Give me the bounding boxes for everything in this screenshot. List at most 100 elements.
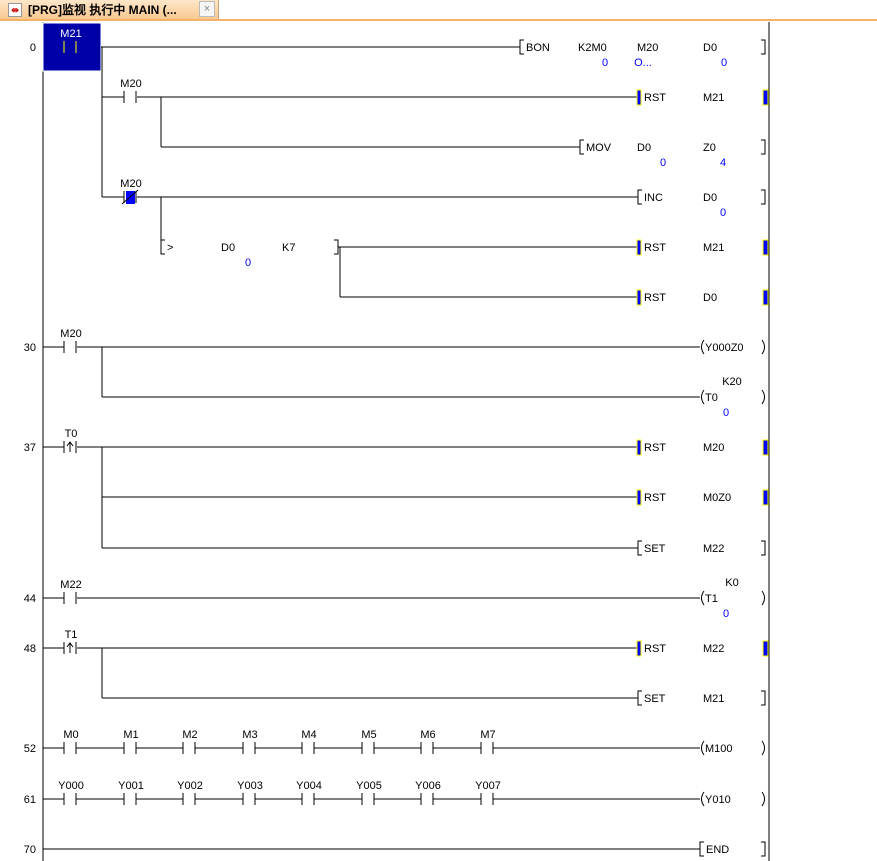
instruction-operand: M21 <box>703 242 724 254</box>
instruction-active-marker <box>636 89 642 106</box>
coil-label: Y010 <box>705 794 731 806</box>
coil-t1[interactable]: T1 K0 0 <box>701 577 765 620</box>
contact-m7[interactable]: M7 <box>480 729 496 754</box>
contact-label: T0 <box>65 428 78 440</box>
instruction-operand: M21 <box>703 693 724 705</box>
instruction-mov[interactable]: MOV D0 Z0 0 4 <box>579 139 766 169</box>
compare-instruction[interactable]: > D0 K7 0 <box>160 239 339 269</box>
contact-y004[interactable]: Y004 <box>296 780 322 805</box>
contact-y002[interactable]: Y002 <box>177 780 203 805</box>
contact-label: M6 <box>420 729 435 741</box>
instruction-active-marker <box>762 89 769 106</box>
contact-m3[interactable]: M3 <box>242 729 258 754</box>
instruction-set[interactable]: SET M21 <box>637 690 766 706</box>
instruction-inc[interactable]: INC D00 <box>637 189 766 219</box>
contact-t1[interactable]: T1 <box>63 629 77 654</box>
contact-y001[interactable]: Y001 <box>118 780 144 805</box>
instruction-rst[interactable]: RST M0Z0 <box>636 489 769 506</box>
coil-close <box>761 740 765 756</box>
monitor-value: O... <box>634 57 652 69</box>
instruction-operand: D0 <box>637 142 651 154</box>
coil-open <box>701 590 705 606</box>
nc-slash <box>121 189 139 205</box>
instruction-mnemonic: RST <box>644 643 666 655</box>
close-icon[interactable]: × <box>199 1 215 17</box>
coil-y010[interactable]: Y010 <box>701 791 765 807</box>
coil-label: T1 <box>705 593 718 605</box>
contact-y006[interactable]: Y006 <box>415 780 441 805</box>
instruction-operand: M22 <box>703 543 724 555</box>
instruction-active-marker <box>636 640 642 657</box>
instruction-set[interactable]: SET M22 <box>637 540 766 556</box>
contact-y005[interactable]: Y005 <box>356 780 382 805</box>
contact-label: M22 <box>60 579 81 591</box>
close-bracket <box>761 841 766 857</box>
open-bracket <box>519 39 524 55</box>
instruction-rst[interactable]: RST D0 <box>636 289 769 306</box>
contact-label: M2 <box>182 729 197 741</box>
contact-m22[interactable]: M22 <box>60 579 82 604</box>
instruction-mnemonic: BON <box>526 42 550 54</box>
instruction-mnemonic: RST <box>644 242 666 254</box>
instruction-mnemonic: SET <box>644 693 666 705</box>
contact-label: M20 <box>120 78 141 90</box>
instruction-rst[interactable]: RST M21 <box>636 89 769 106</box>
monitor-value: 4 <box>720 157 726 169</box>
contact-m20[interactable]: M20 <box>60 328 82 353</box>
contact-m5[interactable]: M5 <box>361 729 377 754</box>
contact-m0[interactable]: M0 <box>63 729 79 754</box>
instruction-rst[interactable]: RST M20 <box>636 439 769 456</box>
instruction-bon[interactable]: BON K2M0 M20 D0 0 O... 0 <box>519 39 766 69</box>
instruction-operand: K2M0 <box>578 42 607 54</box>
coil-y000z0[interactable]: Y000Z0 <box>701 339 765 355</box>
instruction-operand: D0 <box>703 192 717 204</box>
instruction-active-marker <box>636 489 642 506</box>
instruction-end[interactable]: END <box>699 841 766 857</box>
contact-label: Y001 <box>118 780 144 792</box>
coil-open <box>701 389 705 405</box>
contact-m1[interactable]: M1 <box>123 729 139 754</box>
compare-operand: D0 <box>221 242 235 254</box>
monitor-value: 0 <box>723 407 729 419</box>
instruction-rst[interactable]: RST M21 <box>636 239 769 256</box>
instruction-operand: D0 <box>703 292 717 304</box>
coil-close <box>761 339 765 355</box>
step-number: 52 <box>24 743 36 755</box>
contact-m2[interactable]: M2 <box>182 729 198 754</box>
monitor-value: 0 <box>720 207 726 219</box>
open-bracket <box>637 690 642 706</box>
instruction-operand: M20 <box>637 42 658 54</box>
contact-t0[interactable]: T0 <box>63 428 78 453</box>
close-bracket <box>761 39 766 55</box>
coil-m100[interactable]: M100 <box>701 740 765 756</box>
instruction-operand: M20 <box>703 442 724 454</box>
step-number: 70 <box>24 844 36 856</box>
monitor-value: 0 <box>245 257 251 269</box>
open-bracket <box>637 189 642 205</box>
compare-operand: K7 <box>282 242 295 254</box>
contact-y003[interactable]: Y003 <box>237 780 263 805</box>
coil-close <box>761 590 765 606</box>
monitor-value: 0 <box>602 57 608 69</box>
contact-m4[interactable]: M4 <box>301 729 317 754</box>
compare-operator: > <box>167 242 173 254</box>
coil-t0[interactable]: T0 K20 0 <box>701 376 765 419</box>
instruction-operand: D0 <box>703 42 717 54</box>
contact-m20[interactable]: M20 <box>120 78 142 103</box>
instruction-active-marker <box>762 239 769 256</box>
contact-m6[interactable]: M6 <box>420 729 436 754</box>
instruction-mnemonic: INC <box>644 192 663 204</box>
selection-cursor <box>42 22 102 72</box>
contact-label: M4 <box>301 729 316 741</box>
coil-label: M100 <box>705 743 733 755</box>
instruction-rst[interactable]: RST M22 <box>636 640 769 657</box>
contact-y007[interactable]: Y007 <box>475 780 501 805</box>
contact-m20[interactable]: M20 <box>120 178 142 205</box>
contact-y000[interactable]: Y000 <box>58 780 84 805</box>
tab-main-program[interactable]: ⇹ [PRG]监视 执行中 MAIN (... × <box>0 0 219 19</box>
program-icon: ⇹ <box>8 2 22 17</box>
contact-label: Y000 <box>58 780 84 792</box>
close-bracket <box>761 189 766 205</box>
contact-m21[interactable]: M21 <box>42 22 102 72</box>
